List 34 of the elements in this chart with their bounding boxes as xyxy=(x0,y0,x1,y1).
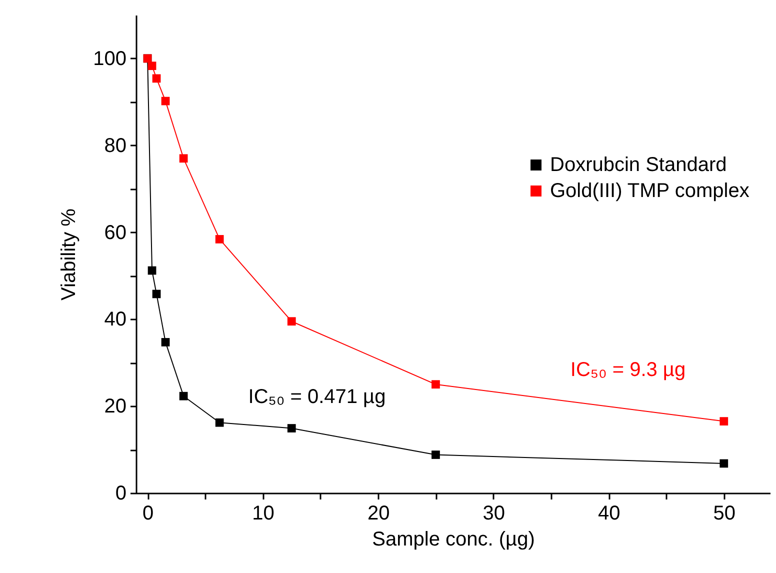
x-tick-label: 10 xyxy=(252,502,274,524)
x-tick-label: 30 xyxy=(482,502,505,524)
point xyxy=(215,418,224,427)
y-tick-label: 20 xyxy=(104,396,126,418)
point xyxy=(215,235,224,244)
annotation: IC₅₀ = 0.471 µg xyxy=(248,386,386,408)
x-tick-label: 50 xyxy=(713,502,736,524)
annotation: IC₅₀ = 9.3 µg xyxy=(570,359,686,381)
legend-label: Doxrubcin Standard xyxy=(550,154,727,176)
y-tick-label: 100 xyxy=(93,48,126,70)
legend-label: Gold(III) TMP complex xyxy=(550,180,750,202)
point xyxy=(287,424,296,432)
point xyxy=(720,417,728,426)
y-axis-title: Viability % xyxy=(58,208,80,300)
x-tick-label: 20 xyxy=(367,502,390,524)
point xyxy=(179,154,188,163)
point xyxy=(152,290,161,298)
point xyxy=(432,450,440,459)
y-tick-label: 0 xyxy=(115,482,126,504)
x-tick-label: 40 xyxy=(598,502,620,524)
point xyxy=(161,96,170,106)
point xyxy=(148,266,156,275)
point xyxy=(287,317,296,326)
x-axis-title: Sample conc. (µg) xyxy=(372,528,535,550)
point xyxy=(152,74,161,83)
point xyxy=(148,62,156,70)
point xyxy=(161,338,170,346)
y-tick-label: 40 xyxy=(104,308,126,331)
point xyxy=(720,459,728,468)
y-tick-label: 80 xyxy=(104,134,126,157)
point xyxy=(432,380,440,389)
point xyxy=(179,392,188,400)
x-tick-label: 0 xyxy=(142,502,154,524)
y-tick-label: 60 xyxy=(104,222,126,244)
